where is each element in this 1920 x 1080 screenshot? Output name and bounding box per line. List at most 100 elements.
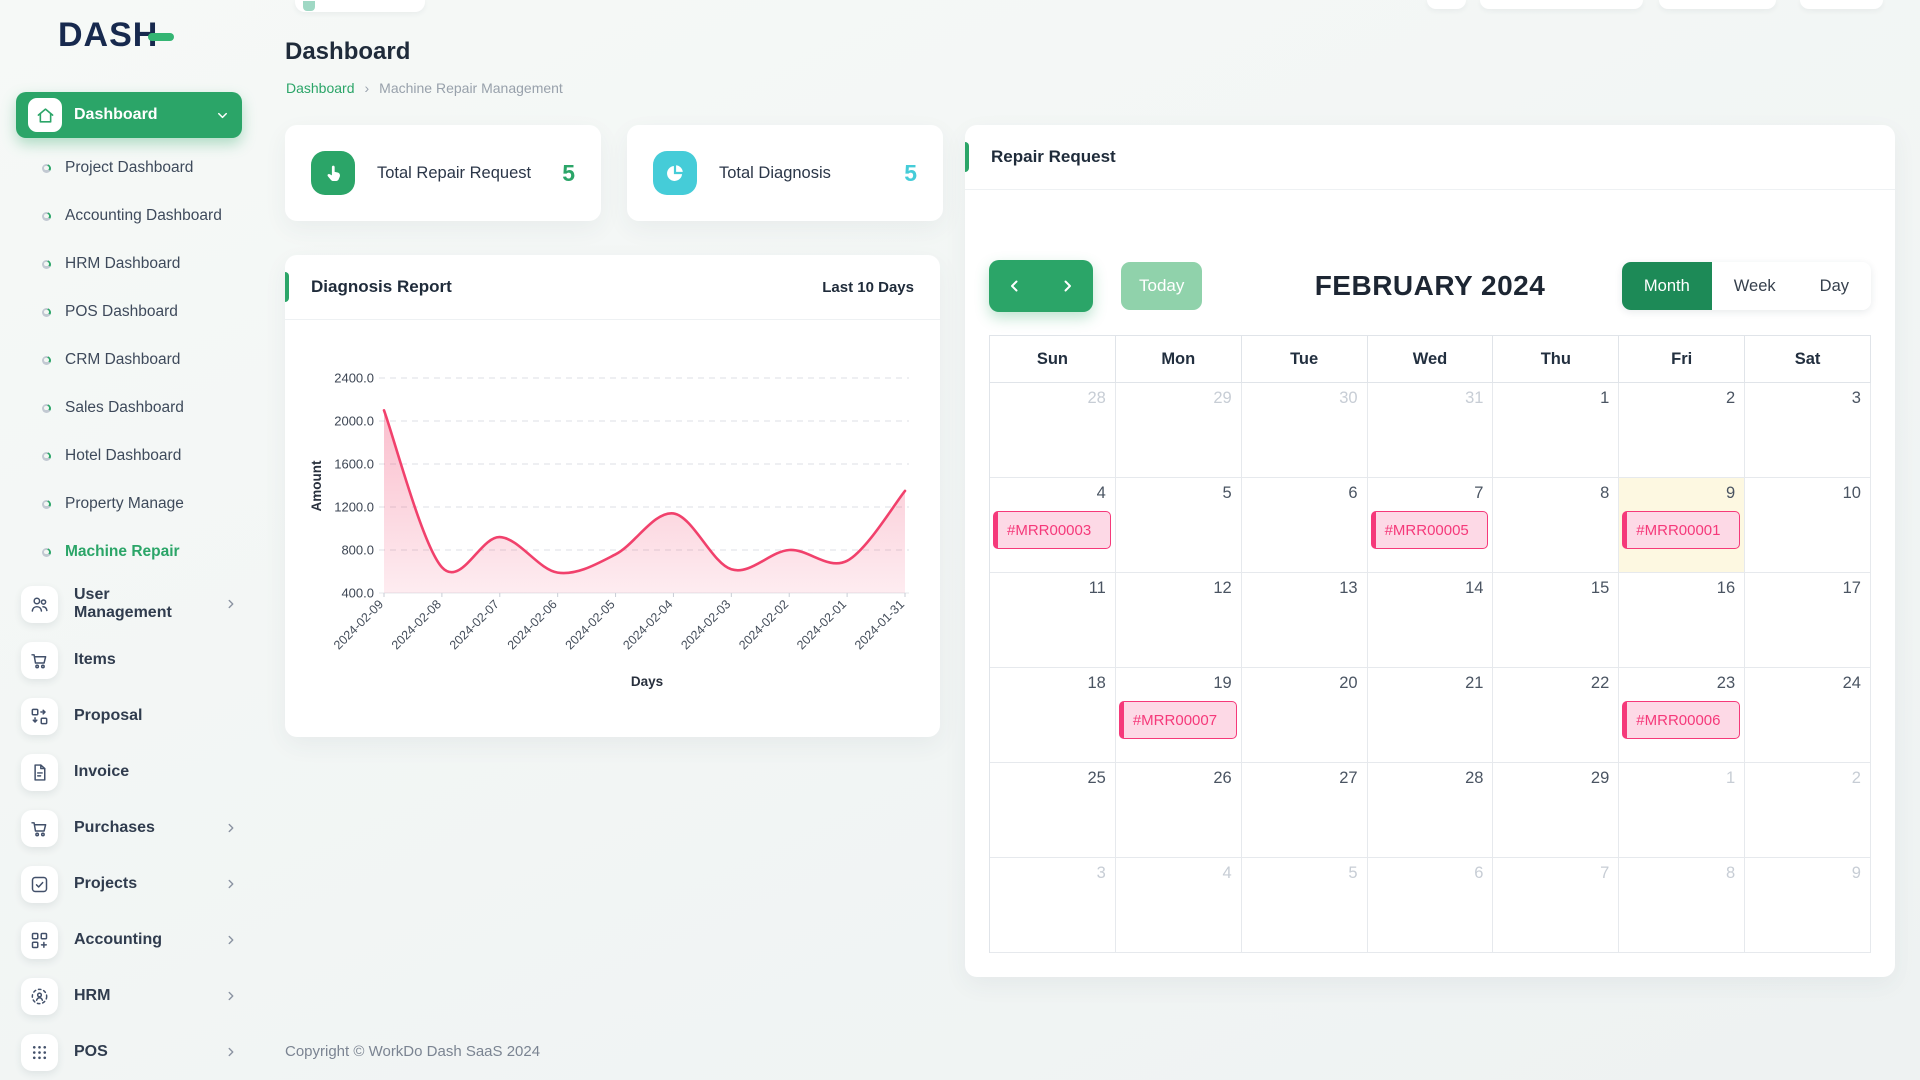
sidebar-item-hrm[interactable]: HRM [0, 968, 258, 1024]
sidebar-item-invoice[interactable]: Invoice [0, 744, 258, 800]
header-cutoff-button-3[interactable] [1659, 0, 1776, 9]
calendar-view-week-button[interactable]: Week [1711, 262, 1798, 310]
sidebar-item-property-manage[interactable]: Property Manage [0, 480, 258, 528]
chevron-right-icon [224, 989, 238, 1003]
calendar-cell-1-5[interactable]: 1 [1493, 383, 1620, 478]
breadcrumb-home-link[interactable]: Dashboard [286, 80, 355, 96]
calendar-cell-5-3[interactable]: 27 [1241, 763, 1368, 858]
calendar-cell-4-1[interactable]: 18 [990, 668, 1116, 763]
calendar-cell-4-6[interactable]: 23 #MRR00006 [1619, 668, 1746, 763]
calendar-cell-6-2[interactable]: 4 [1115, 858, 1242, 953]
calendar-cell-2-5[interactable]: 8 [1493, 478, 1620, 573]
calendar-date: 6 [1474, 864, 1484, 882]
calendar-cell-2-4[interactable]: 7 #MRR00005 [1367, 478, 1494, 573]
calendar-cell-2-2[interactable]: 5 [1115, 478, 1242, 573]
sidebar-item-proposal[interactable]: Proposal [0, 688, 258, 744]
calendar-cell-3-3[interactable]: 13 [1241, 573, 1368, 668]
header-cutoff-button-1[interactable] [1427, 0, 1466, 9]
calendar-cell-1-1[interactable]: 28 [990, 383, 1116, 478]
calendar-cell-4-4[interactable]: 21 [1367, 668, 1494, 763]
calendar-next-button[interactable] [1041, 260, 1093, 312]
sidebar-item-user-management[interactable]: User Management [0, 576, 258, 632]
sidebar-item-projects[interactable]: Projects [0, 856, 258, 912]
calendar-cell-5-6[interactable]: 1 [1619, 763, 1746, 858]
calendar-event[interactable]: #MRR00001 [1622, 511, 1741, 549]
calendar-date: 2 [1725, 389, 1736, 407]
calendar-cell-6-7[interactable]: 9 [1745, 858, 1871, 953]
calendar-cell-1-3[interactable]: 30 [1241, 383, 1368, 478]
sidebar-item-crm-dashboard[interactable]: CRM Dashboard [0, 336, 258, 384]
calendar-cell-5-2[interactable]: 26 [1115, 763, 1242, 858]
calendar-cell-3-4[interactable]: 14 [1367, 573, 1494, 668]
calendar-cell-4-2[interactable]: 19 #MRR00007 [1115, 668, 1242, 763]
area-series-fill [384, 410, 905, 593]
calendar-cell-3-6[interactable]: 16 [1619, 573, 1746, 668]
calendar-date: 16 [1716, 579, 1736, 597]
sidebar-item-purchases[interactable]: Purchases [0, 800, 258, 856]
calendar-cell-6-1[interactable]: 3 [990, 858, 1116, 953]
calendar-cell-1-4[interactable]: 31 [1367, 383, 1494, 478]
bullet-ring-icon [42, 355, 51, 365]
sidebar-item-pos-dashboard[interactable]: POS Dashboard [0, 288, 258, 336]
home-icon [28, 98, 62, 132]
repair-request-card-header: Repair Request [965, 125, 1895, 190]
svg-text:2024-02-09: 2024-02-09 [331, 597, 386, 652]
calendar-view-day-button[interactable]: Day [1797, 262, 1871, 310]
calendar-cell-4-3[interactable]: 20 [1241, 668, 1368, 763]
calendar-cell-6-4[interactable]: 6 [1367, 858, 1494, 953]
page-title: Dashboard [285, 38, 411, 65]
calendar-cell-2-6[interactable]: 9 #MRR00001 [1619, 478, 1746, 573]
invoice-icon [21, 753, 58, 791]
calendar-cell-2-3[interactable]: 6 [1241, 478, 1368, 573]
header-cutoff-button-4[interactable] [1800, 0, 1883, 9]
calendar-date: 23 [1716, 674, 1736, 692]
sidebar-item-hrm-dashboard[interactable]: HRM Dashboard [0, 240, 258, 288]
calendar-cell-2-1[interactable]: 4 #MRR00003 [990, 478, 1116, 573]
calendar-cell-1-2[interactable]: 29 [1115, 383, 1242, 478]
sidebar-item-accounting-dashboard[interactable]: Accounting Dashboard [0, 192, 258, 240]
header-cutoff-chat-button[interactable] [295, 0, 425, 12]
bullet-ring-icon [42, 211, 51, 221]
sidebar-item-machine-repair[interactable]: Machine Repair [0, 528, 258, 576]
chevron-right-icon [1064, 280, 1071, 292]
app-logo[interactable]: DASH [58, 16, 175, 55]
calendar-cell-6-5[interactable]: 7 [1493, 858, 1620, 953]
sidebar-item-accounting[interactable]: Accounting [0, 912, 258, 968]
cart-icon [21, 641, 58, 679]
sidebar-item-hotel-dashboard[interactable]: Hotel Dashboard [0, 432, 258, 480]
sidebar-item-project-dashboard[interactable]: Project Dashboard [0, 144, 258, 192]
calendar-event[interactable]: #MRR00003 [993, 511, 1111, 549]
calendar-cell-1-7[interactable]: 3 [1745, 383, 1871, 478]
calendar-cell-5-1[interactable]: 25 [990, 763, 1116, 858]
calendar-cell-6-3[interactable]: 5 [1241, 858, 1368, 953]
sidebar-item-items[interactable]: Items [0, 632, 258, 688]
calendar-cell-3-5[interactable]: 15 [1493, 573, 1620, 668]
calendar-cell-3-7[interactable]: 17 [1745, 573, 1871, 668]
calendar-cell-5-7[interactable]: 2 [1745, 763, 1871, 858]
calendar-cell-4-5[interactable]: 22 [1493, 668, 1620, 763]
calendar-event[interactable]: #MRR00006 [1622, 701, 1741, 739]
header-cutoff-button-2[interactable] [1480, 0, 1643, 9]
breadcrumb-current: Machine Repair Management [379, 80, 563, 96]
diagnosis-card-title: Diagnosis Report [311, 277, 452, 296]
calendar-cell-1-6[interactable]: 2 [1619, 383, 1746, 478]
calendar-cell-5-5[interactable]: 29 [1493, 763, 1620, 858]
calendar-event[interactable]: #MRR00007 [1118, 701, 1237, 739]
sidebar-item-sales-dashboard[interactable]: Sales Dashboard [0, 384, 258, 432]
calendar-event[interactable]: #MRR00005 [1370, 511, 1489, 549]
area-series-line [382, 409, 907, 575]
calendar-view-month-button[interactable]: Month [1621, 262, 1712, 310]
calendar-cell-6-6[interactable]: 8 [1619, 858, 1746, 953]
sidebar-item-dashboard[interactable]: Dashboard [16, 92, 242, 138]
calendar-prev-button[interactable] [989, 260, 1041, 312]
calendar-cell-5-4[interactable]: 28 [1367, 763, 1494, 858]
chevron-right-icon [224, 821, 238, 835]
calendar-cell-2-7[interactable]: 10 [1745, 478, 1871, 573]
calendar-cell-3-1[interactable]: 11 [990, 573, 1116, 668]
calendar-grid: Sun Mon Tue Wed Thu Fri Sat 28 29 30 31 1 2 3 4 #MRR000… [989, 335, 1871, 953]
sidebar-item-pos[interactable]: POS [0, 1024, 258, 1080]
calendar-today-button[interactable]: Today [1121, 262, 1203, 310]
calendar-cell-4-7[interactable]: 24 [1745, 668, 1871, 763]
svg-text:2024-02-03: 2024-02-03 [678, 597, 733, 652]
calendar-cell-3-2[interactable]: 12 [1115, 573, 1242, 668]
